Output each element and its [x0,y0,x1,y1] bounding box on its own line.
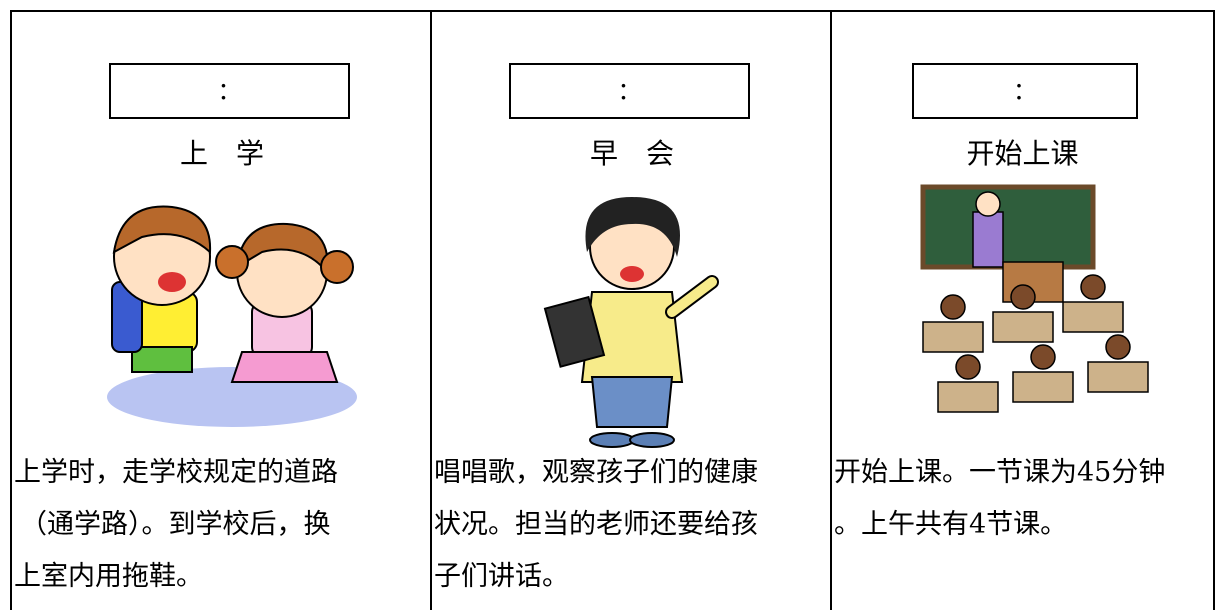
description-line: （通学路）。到学校后，换 [20,509,331,540]
time-box: ： [509,63,750,119]
column: ： 上 学 上学时，走学校规定的道路 （通学路）。到学校后，换上室内用拖鞋。 [10,10,432,610]
time-box: ： [912,63,1138,119]
illustration-teacher [543,197,719,448]
description-line: 上室内用拖鞋。 [14,561,203,592]
description-line: 。上午共有4节课。 [834,509,1068,540]
time-box: ： [109,63,350,119]
description-line: 开始上课。一节课为45分钟 [834,457,1166,488]
page: ： 上 学 上学时，走学校规定的道路 （通学路）。到学校后，换上室内用拖鞋。 ： 早 会… [10,10,1215,610]
description-line: 子们讲话。 [434,561,569,592]
column-title: 上 学 [179,137,264,170]
description-line: 状况。担当的老师还要给孩 [434,509,758,540]
description-line: 唱唱歌，观察孩子们的健康 [434,457,758,488]
illustration-classroom [920,184,1149,413]
column-title: 早 会 [589,137,674,170]
column: ： 早 会 唱唱歌，观察孩子们的健康 状况。担当的老师还要给孩 子们讲话。 [430,10,832,610]
description-line: 上学时，走学校规定的道路 [14,457,338,488]
column: ： 开始上课 开始上课。一节课为45分钟 。上午共有4节课。 [830,10,1215,610]
illustration-children [107,205,357,427]
column-title: 开始上课 [966,137,1079,170]
